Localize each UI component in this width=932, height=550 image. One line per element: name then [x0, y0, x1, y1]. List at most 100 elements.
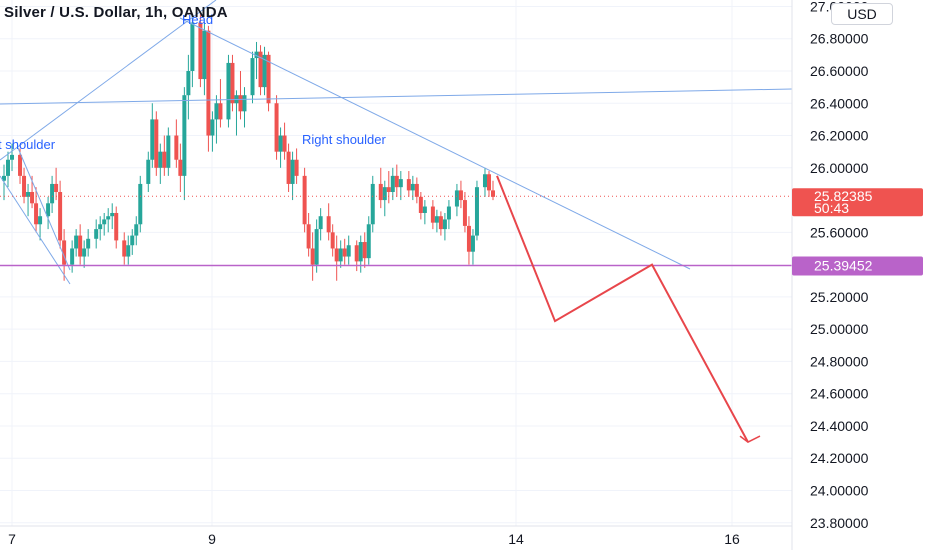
candle-body[interactable]: [342, 248, 347, 257]
candle-body[interactable]: [202, 30, 207, 80]
candle-body[interactable]: [250, 58, 255, 96]
candle-body[interactable]: [386, 187, 391, 193]
candle-body[interactable]: [18, 154, 23, 176]
candle-body[interactable]: [394, 175, 399, 188]
candle-body[interactable]: [174, 135, 179, 160]
candle-body[interactable]: [58, 192, 63, 241]
candle-body[interactable]: [486, 174, 491, 191]
candle-body[interactable]: [378, 183, 383, 201]
candle-body[interactable]: [206, 30, 211, 136]
candle-body[interactable]: [286, 151, 291, 184]
candle-body[interactable]: [274, 103, 279, 152]
candle-body[interactable]: [414, 183, 419, 197]
candle-body[interactable]: [302, 175, 307, 225]
candle-body[interactable]: [406, 179, 411, 191]
candle-body[interactable]: [70, 248, 75, 265]
candle-body[interactable]: [278, 135, 283, 152]
candle-body[interactable]: [446, 206, 451, 220]
candle-body[interactable]: [6, 159, 11, 176]
candle-body[interactable]: [242, 95, 247, 112]
candle-body[interactable]: [382, 187, 387, 201]
candle-body[interactable]: [430, 206, 435, 223]
candle-body[interactable]: [294, 159, 299, 176]
candle-body[interactable]: [434, 216, 439, 223]
candle-body[interactable]: [134, 224, 139, 236]
candle-body[interactable]: [98, 224, 103, 230]
candle-body[interactable]: [458, 190, 463, 201]
candle-body[interactable]: [338, 248, 343, 262]
candle-body[interactable]: [22, 175, 27, 197]
candle-body[interactable]: [190, 22, 195, 71]
candle-body[interactable]: [474, 187, 479, 236]
candle-body[interactable]: [334, 248, 339, 262]
candle-body[interactable]: [442, 219, 447, 230]
candle-body[interactable]: [254, 51, 259, 59]
candle-body[interactable]: [182, 95, 187, 176]
candle-body[interactable]: [50, 183, 55, 204]
candle-body[interactable]: [198, 22, 203, 80]
candle-body[interactable]: [258, 51, 263, 88]
candle-body[interactable]: [178, 159, 183, 176]
candle-body[interactable]: [214, 103, 219, 120]
candle-body[interactable]: [346, 245, 351, 257]
candle-body[interactable]: [210, 119, 215, 136]
candle-body[interactable]: [138, 183, 143, 225]
candle-body[interactable]: [266, 54, 271, 104]
candle-body[interactable]: [290, 159, 295, 184]
candle-body[interactable]: [230, 62, 235, 104]
candle-body[interactable]: [114, 212, 119, 241]
neckline-trendline[interactable]: [0, 88, 793, 105]
candle-body[interactable]: [126, 245, 131, 257]
candle-body[interactable]: [150, 119, 155, 160]
candle-body[interactable]: [78, 235, 83, 257]
candle-body[interactable]: [218, 103, 223, 120]
candle-body[interactable]: [110, 212, 115, 217]
candle-body[interactable]: [358, 242, 363, 262]
candle-body[interactable]: [282, 135, 287, 152]
currency-button[interactable]: USD: [831, 3, 893, 25]
candle-body[interactable]: [162, 151, 167, 168]
candle-body[interactable]: [310, 248, 315, 265]
candle-body[interactable]: [454, 190, 459, 207]
candle-body[interactable]: [226, 62, 231, 120]
candle-body[interactable]: [158, 151, 163, 168]
candle-body[interactable]: [354, 245, 359, 262]
candle-body[interactable]: [470, 235, 475, 252]
candle-body[interactable]: [422, 206, 427, 213]
left-shoulder-line-2[interactable]: [17, 147, 71, 271]
candle-body[interactable]: [26, 192, 31, 197]
candle-body[interactable]: [362, 242, 367, 259]
candle-body[interactable]: [306, 224, 311, 249]
candle-body[interactable]: [491, 190, 495, 197]
projection-path[interactable]: [496, 175, 749, 443]
candle-body[interactable]: [262, 54, 267, 88]
candle-body[interactable]: [438, 216, 443, 230]
candle-body[interactable]: [398, 179, 403, 188]
candle-body[interactable]: [154, 119, 159, 168]
candle-body[interactable]: [482, 174, 487, 188]
candle-body[interactable]: [106, 216, 111, 220]
candle-body[interactable]: [326, 216, 331, 233]
candle-body[interactable]: [46, 203, 51, 217]
candle-body[interactable]: [366, 224, 371, 259]
candle-body[interactable]: [38, 216, 43, 225]
candle-body[interactable]: [94, 229, 99, 239]
candle-body[interactable]: [10, 154, 15, 160]
candle-body[interactable]: [462, 200, 467, 226]
candle-body[interactable]: [82, 248, 87, 257]
candle-body[interactable]: [30, 192, 35, 204]
candle-body[interactable]: [146, 159, 151, 184]
candle-body[interactable]: [314, 229, 319, 265]
candle-body[interactable]: [390, 175, 395, 193]
candle-body[interactable]: [166, 135, 171, 168]
candle-body[interactable]: [2, 175, 6, 181]
candle-body[interactable]: [86, 238, 91, 249]
candle-body[interactable]: [130, 235, 135, 246]
candle-body[interactable]: [122, 240, 127, 257]
candle-body[interactable]: [418, 196, 423, 213]
candle-body[interactable]: [54, 183, 59, 193]
symbol-title[interactable]: Silver / U.S. Dollar, 1h, OANDA: [4, 4, 228, 21]
candle-body[interactable]: [410, 183, 415, 191]
candle-body[interactable]: [318, 216, 323, 230]
